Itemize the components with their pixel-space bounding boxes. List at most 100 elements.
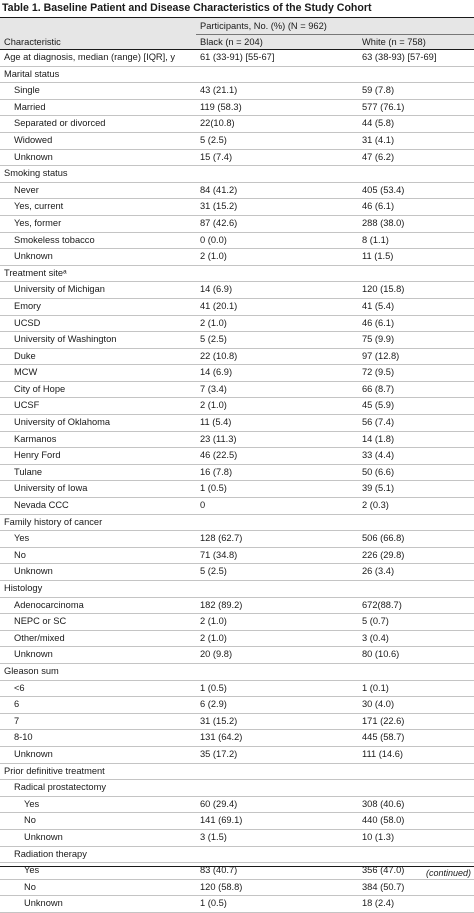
table-row: Radical prostatectomy xyxy=(0,779,474,797)
row-label: Adenocarcinoma xyxy=(0,597,196,615)
table-row: Other/mixed 2 (1.0) 3 (0.4) xyxy=(0,630,474,648)
table-row: Adenocarcinoma 182 (89.2) 672(88.7) xyxy=(0,597,474,615)
row-label: Duke xyxy=(0,348,196,366)
black-value: 87 (42.6) xyxy=(196,215,358,233)
row-label: Other/mixed xyxy=(0,630,196,648)
row-label: City of Hope xyxy=(0,381,196,399)
row-label: No xyxy=(0,547,196,565)
white-value: 14 (1.8) xyxy=(358,431,474,449)
white-value: 46 (6.1) xyxy=(358,315,474,333)
row-label: Karmanos xyxy=(0,431,196,449)
table-row: Henry Ford 46 (22.5) 33 (4.4) xyxy=(0,447,474,465)
white-value: 440 (58.0) xyxy=(358,812,474,830)
row-label: No xyxy=(0,812,196,830)
black-value: 20 (9.8) xyxy=(196,646,358,664)
table-row: Karmanos 23 (11.3) 14 (1.8) xyxy=(0,431,474,449)
white-value: 26 (3.4) xyxy=(358,563,474,581)
table-row: Smokeless tobacco 0 (0.0) 8 (1.1) xyxy=(0,232,474,250)
row-label: Radical prostatectomy xyxy=(0,779,196,797)
white-value: 171 (22.6) xyxy=(358,713,474,731)
black-value: 7 (3.4) xyxy=(196,381,358,399)
white-value: 63 (38-93) [57-69] xyxy=(358,49,474,67)
row-label: Smoking status xyxy=(0,165,196,183)
black-value xyxy=(196,66,358,84)
row-label: Age at diagnosis, median (range) [IQR], … xyxy=(0,49,196,67)
header-spacer xyxy=(0,18,196,35)
white-value xyxy=(358,580,474,598)
table-row: Smoking status xyxy=(0,165,474,183)
table-row: Never 84 (41.2) 405 (53.4) xyxy=(0,182,474,200)
row-label: Separated or divorced xyxy=(0,115,196,133)
white-value: 226 (29.8) xyxy=(358,547,474,565)
table-row: Yes, current 31 (15.2) 46 (6.1) xyxy=(0,198,474,216)
row-label: Yes, former xyxy=(0,215,196,233)
black-value: 0 xyxy=(196,497,358,515)
white-value: 33 (4.4) xyxy=(358,447,474,465)
table-row: Treatment siteᵃ xyxy=(0,265,474,283)
row-label: Widowed xyxy=(0,132,196,150)
row-label: 7 xyxy=(0,713,196,731)
black-value: 60 (29.4) xyxy=(196,796,358,814)
black-value: 15 (7.4) xyxy=(196,149,358,167)
black-value: 0 (0.0) xyxy=(196,232,358,250)
header-row-participants: Participants, No. (%) (N = 962) xyxy=(0,18,474,35)
black-value: 11 (5.4) xyxy=(196,414,358,432)
white-value: 18 (2.4) xyxy=(358,895,474,913)
black-value: 2 (1.0) xyxy=(196,630,358,648)
black-value: 2 (1.0) xyxy=(196,315,358,333)
row-label: Yes xyxy=(0,530,196,548)
table-title: Table 1. Baseline Patient and Disease Ch… xyxy=(0,0,474,18)
white-value: 47 (6.2) xyxy=(358,149,474,167)
table-row: No 141 (69.1) 440 (58.0) xyxy=(0,812,474,830)
row-label: No xyxy=(0,879,196,897)
row-label: UCSD xyxy=(0,315,196,333)
bottom-rule xyxy=(0,866,474,867)
white-value: 56 (7.4) xyxy=(358,414,474,432)
table-row: Age at diagnosis, median (range) [IQR], … xyxy=(0,49,474,67)
white-value: 120 (15.8) xyxy=(358,281,474,299)
table-row: <6 1 (0.5) 1 (0.1) xyxy=(0,680,474,698)
row-label: Single xyxy=(0,82,196,100)
white-value: 672(88.7) xyxy=(358,597,474,615)
row-label: Histology xyxy=(0,580,196,598)
table-row: Unknown 5 (2.5) 26 (3.4) xyxy=(0,563,474,581)
row-label: University of Iowa xyxy=(0,480,196,499)
white-value: 80 (10.6) xyxy=(358,646,474,664)
black-value: 22 (10.8) xyxy=(196,348,358,366)
table-row: Marital status xyxy=(0,66,474,84)
white-value xyxy=(358,165,474,183)
table-row: Married 119 (58.3) 577 (76.1) xyxy=(0,99,474,117)
row-label: University of Washington xyxy=(0,331,196,349)
white-value: 75 (9.9) xyxy=(358,331,474,349)
row-label: Radiation therapy xyxy=(0,846,196,864)
table-row: Yes 128 (62.7) 506 (66.8) xyxy=(0,530,474,548)
black-value: 31 (15.2) xyxy=(196,713,358,731)
white-value: 8 (1.1) xyxy=(358,232,474,250)
black-value: 14 (6.9) xyxy=(196,364,358,382)
table-row: Unknown 35 (17.2) 111 (14.6) xyxy=(0,746,474,764)
header-row-columns: Characteristic Black (n = 204) White (n … xyxy=(0,34,474,50)
white-value: 31 (4.1) xyxy=(358,132,474,150)
table-row: Prior definitive treatment xyxy=(0,763,474,781)
row-label: Family history of cancer xyxy=(0,514,196,532)
black-value: 131 (64.2) xyxy=(196,729,358,747)
table-row: Unknown 3 (1.5) 10 (1.3) xyxy=(0,829,474,847)
white-value: 50 (6.6) xyxy=(358,464,474,482)
table-row: NEPC or SC 2 (1.0) 5 (0.7) xyxy=(0,613,474,631)
white-value: 2 (0.3) xyxy=(358,497,474,515)
black-value xyxy=(196,265,358,283)
black-value: 2 (1.0) xyxy=(196,397,358,416)
row-label: Unknown xyxy=(0,829,196,847)
table-row: Emory 41 (20.1) 41 (5.4) xyxy=(0,298,474,316)
row-label: Unknown xyxy=(0,646,196,664)
black-value: 1 (0.5) xyxy=(196,895,358,913)
white-value xyxy=(358,265,474,283)
table-row: University of Iowa 1 (0.5) 39 (5.1) xyxy=(0,480,474,499)
black-value: 46 (22.5) xyxy=(196,447,358,465)
black-value xyxy=(196,663,358,681)
black-value: 182 (89.2) xyxy=(196,597,358,615)
black-value: 71 (34.8) xyxy=(196,547,358,565)
white-value: 384 (50.7) xyxy=(358,879,474,897)
